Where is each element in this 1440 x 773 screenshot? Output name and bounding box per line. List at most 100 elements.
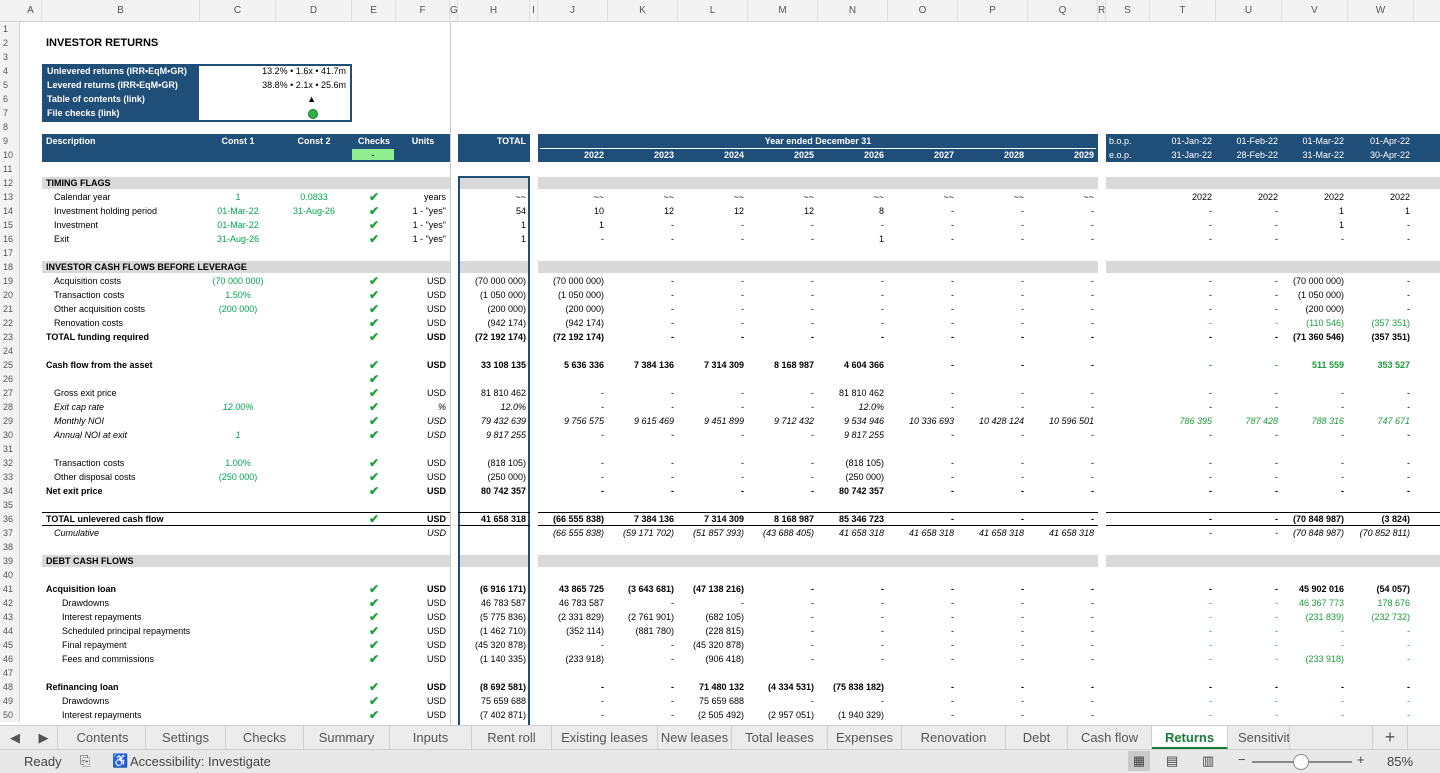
- line-label[interactable]: Transaction costs: [54, 458, 125, 468]
- sheet-tab[interactable]: Debt: [1006, 726, 1068, 749]
- year-value[interactable]: -: [1021, 710, 1024, 720]
- summary-value[interactable]: 38.8% • 2.1x • 25.6m: [262, 80, 346, 90]
- year-value[interactable]: -: [601, 388, 604, 398]
- line-label[interactable]: Scheduled principal repayments: [62, 626, 191, 636]
- row-header[interactable]: 26: [0, 372, 20, 386]
- column-header[interactable]: K: [608, 0, 678, 22]
- year-value[interactable]: 9 817 255: [843, 430, 884, 440]
- row-header[interactable]: 25: [0, 358, 20, 372]
- year-value[interactable]: (228 815): [705, 626, 744, 636]
- sheet-tab[interactable]: New leases: [658, 726, 732, 749]
- column-header[interactable]: M: [748, 0, 818, 22]
- units-value[interactable]: USD: [426, 696, 446, 706]
- next-sheet-arrow-icon[interactable]: ▶: [30, 726, 58, 749]
- year-value[interactable]: (942 174): [565, 318, 604, 328]
- year-header[interactable]: 2024: [723, 150, 744, 160]
- month-value[interactable]: -: [1275, 206, 1278, 216]
- units-value[interactable]: USD: [426, 486, 446, 496]
- year-value[interactable]: -: [881, 626, 884, 636]
- units-value[interactable]: USD: [426, 626, 446, 636]
- month-value[interactable]: -: [1209, 430, 1212, 440]
- year-value[interactable]: -: [671, 682, 674, 692]
- year-value[interactable]: -: [1021, 654, 1024, 664]
- year-value[interactable]: -: [951, 234, 954, 244]
- year-header[interactable]: 2025: [793, 150, 814, 160]
- year-value[interactable]: -: [881, 332, 884, 342]
- year-value[interactable]: 9 451 899: [703, 416, 744, 426]
- year-value[interactable]: (75 838 182): [832, 682, 884, 692]
- year-value[interactable]: (66 555 838): [552, 514, 604, 524]
- year-value[interactable]: 9 756 575: [563, 416, 604, 426]
- year-value[interactable]: -: [1091, 276, 1094, 286]
- year-value[interactable]: -: [671, 486, 674, 496]
- year-value[interactable]: -: [1091, 598, 1094, 608]
- month-value[interactable]: -: [1275, 710, 1278, 720]
- row-header[interactable]: 21: [0, 302, 20, 316]
- total-value[interactable]: 33 108 135: [480, 360, 526, 370]
- units-value[interactable]: USD: [426, 472, 446, 482]
- year-value[interactable]: -: [951, 584, 954, 594]
- month-value[interactable]: -: [1209, 472, 1212, 482]
- total-value[interactable]: (7 402 871): [479, 710, 526, 720]
- total-value[interactable]: (1 140 335): [479, 654, 526, 664]
- year-value[interactable]: 80 742 357: [838, 486, 884, 496]
- total-value[interactable]: (8 692 581): [479, 682, 526, 692]
- year-value[interactable]: -: [1091, 640, 1094, 650]
- column-header[interactable]: V: [1282, 0, 1348, 22]
- year-value[interactable]: ~~: [663, 192, 674, 202]
- year-value[interactable]: 81 810 462: [838, 388, 884, 398]
- total-value[interactable]: 79 432 639: [480, 416, 526, 426]
- row-header[interactable]: 20: [0, 288, 20, 302]
- page-title[interactable]: INVESTOR RETURNS: [46, 37, 159, 49]
- year-value[interactable]: 85 346 723: [838, 514, 884, 524]
- year-value[interactable]: -: [811, 626, 814, 636]
- row-header[interactable]: 12: [0, 176, 20, 190]
- month-value[interactable]: -: [1407, 458, 1410, 468]
- year-value[interactable]: -: [951, 640, 954, 650]
- units-value[interactable]: USD: [426, 430, 446, 440]
- year-value[interactable]: -: [1091, 220, 1094, 230]
- month-value[interactable]: -: [1209, 304, 1212, 314]
- year-value[interactable]: 7 314 309: [703, 514, 744, 524]
- total-value[interactable]: 80 742 357: [480, 486, 526, 496]
- year-value[interactable]: (2 957 051): [767, 710, 814, 720]
- year-value[interactable]: 43 865 725: [558, 584, 604, 594]
- year-value[interactable]: -: [741, 402, 744, 412]
- year-header[interactable]: 2023: [653, 150, 674, 160]
- year-value[interactable]: (70 000 000): [552, 276, 604, 286]
- zoom-in-icon[interactable]: +: [1357, 752, 1365, 767]
- month-value[interactable]: 787 428: [1245, 416, 1278, 426]
- year-value[interactable]: 7 384 136: [633, 360, 674, 370]
- year-value[interactable]: -: [601, 486, 604, 496]
- year-value[interactable]: -: [951, 626, 954, 636]
- line-label[interactable]: Annual NOI at exit: [54, 430, 128, 440]
- year-value[interactable]: -: [951, 206, 954, 216]
- year-value[interactable]: -: [881, 612, 884, 622]
- year-value[interactable]: 71 480 132: [698, 682, 744, 692]
- year-value[interactable]: -: [1021, 206, 1024, 216]
- month-value[interactable]: (110 546): [1306, 318, 1344, 328]
- month-value[interactable]: 2022: [1191, 192, 1212, 202]
- year-value[interactable]: -: [1021, 598, 1024, 608]
- month-value[interactable]: -: [1275, 220, 1278, 230]
- column-header[interactable]: T: [1150, 0, 1216, 22]
- column-header[interactable]: I: [530, 0, 538, 22]
- row-header[interactable]: 6: [0, 92, 20, 106]
- month-value[interactable]: 1: [1338, 206, 1344, 216]
- year-value[interactable]: -: [1091, 304, 1094, 314]
- year-value[interactable]: (2 505 492): [697, 710, 744, 720]
- toc-link-icon[interactable]: ▲: [307, 94, 316, 104]
- year-value[interactable]: -: [811, 640, 814, 650]
- row-header[interactable]: 38: [0, 540, 20, 554]
- row-header[interactable]: 46: [0, 652, 20, 666]
- year-value[interactable]: -: [601, 234, 604, 244]
- sheet-tab[interactable]: Renovation: [902, 726, 1006, 749]
- line-label[interactable]: Cumulative: [54, 528, 100, 538]
- units-value[interactable]: USD: [426, 584, 446, 594]
- year-value[interactable]: -: [951, 514, 954, 524]
- section-title[interactable]: INVESTOR CASH FLOWS BEFORE LEVERAGE: [46, 262, 247, 272]
- units-value[interactable]: USD: [426, 360, 446, 370]
- year-value[interactable]: -: [741, 388, 744, 398]
- year-value[interactable]: -: [1021, 360, 1024, 370]
- year-value[interactable]: (47 138 216): [692, 584, 744, 594]
